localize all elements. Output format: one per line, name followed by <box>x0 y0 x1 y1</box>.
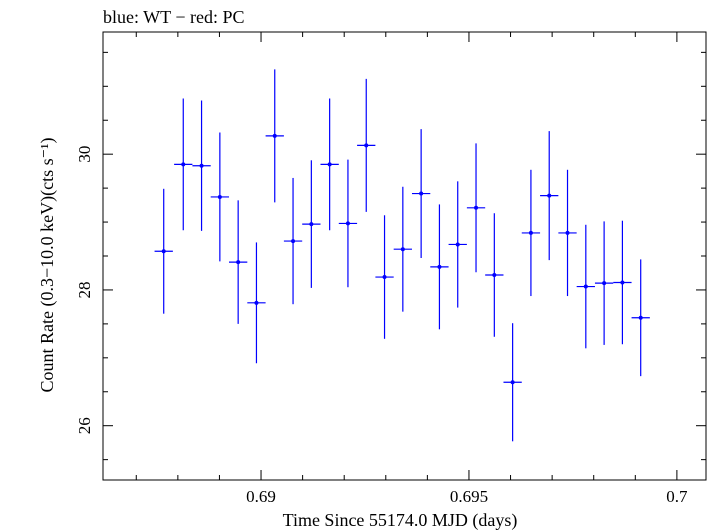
data-point <box>393 186 412 312</box>
y-tick-label: 28 <box>75 281 94 298</box>
point-marker <box>492 273 497 278</box>
data-point <box>430 204 449 330</box>
point-marker <box>474 205 479 210</box>
point-marker <box>547 193 552 198</box>
point-marker <box>217 194 222 199</box>
y-axis-label: Count Rate (0.3−10.0 keV)(cts s⁻¹) <box>37 137 58 392</box>
data-point <box>247 242 266 364</box>
data-point <box>540 131 559 261</box>
point-marker <box>602 281 607 286</box>
x-axis-label: Time Since 55174.0 MJD (days) <box>283 510 518 531</box>
point-marker <box>199 163 204 168</box>
data-point <box>576 224 595 349</box>
data-point <box>411 129 431 259</box>
point-marker <box>309 222 314 227</box>
data-point <box>229 200 248 324</box>
x-tick-label: 0.7 <box>666 487 688 506</box>
data-point <box>154 188 173 314</box>
point-marker <box>236 260 241 265</box>
x-tick-label: 0.69 <box>246 487 276 506</box>
point-marker <box>254 300 259 305</box>
chart-title: blue: WT − red: PC <box>103 7 244 27</box>
data-point <box>375 215 394 339</box>
x-tick-label: 0.695 <box>450 487 488 506</box>
point-marker <box>528 230 533 235</box>
point-marker <box>583 284 588 289</box>
data-point <box>503 323 522 442</box>
point-marker <box>161 249 166 254</box>
point-marker <box>400 247 405 252</box>
point-marker <box>419 191 424 196</box>
data-point <box>174 98 193 231</box>
point-marker <box>437 264 442 269</box>
point-marker <box>638 315 643 320</box>
data-point <box>302 160 321 288</box>
data-point <box>283 177 303 305</box>
data-point <box>485 213 504 337</box>
data-point <box>448 181 467 308</box>
point-marker <box>327 162 332 167</box>
point-marker <box>510 380 515 385</box>
plot-frame <box>102 31 707 481</box>
point-marker <box>291 239 296 244</box>
data-series <box>154 69 650 442</box>
data-point <box>338 159 358 288</box>
data-point <box>357 78 376 212</box>
data-point <box>265 69 284 203</box>
data-point <box>210 132 230 262</box>
point-marker <box>620 280 625 285</box>
data-point <box>320 98 339 231</box>
y-tick-label: 30 <box>75 146 94 163</box>
data-point <box>466 143 486 273</box>
data-point <box>558 169 577 297</box>
data-point <box>631 259 650 377</box>
data-point <box>613 220 632 345</box>
point-marker <box>565 230 570 235</box>
point-marker <box>455 242 460 247</box>
y-tick-label: 26 <box>75 417 94 434</box>
y-axis: 26 28 30 <box>75 51 706 461</box>
point-marker <box>181 162 186 167</box>
data-point <box>192 100 211 231</box>
point-marker <box>364 143 369 148</box>
data-point <box>521 169 541 297</box>
point-marker <box>272 133 277 138</box>
x-axis: 0.69 0.695 0.7 <box>135 32 688 506</box>
point-marker <box>382 275 387 280</box>
point-marker <box>345 221 350 226</box>
data-point <box>594 221 614 345</box>
